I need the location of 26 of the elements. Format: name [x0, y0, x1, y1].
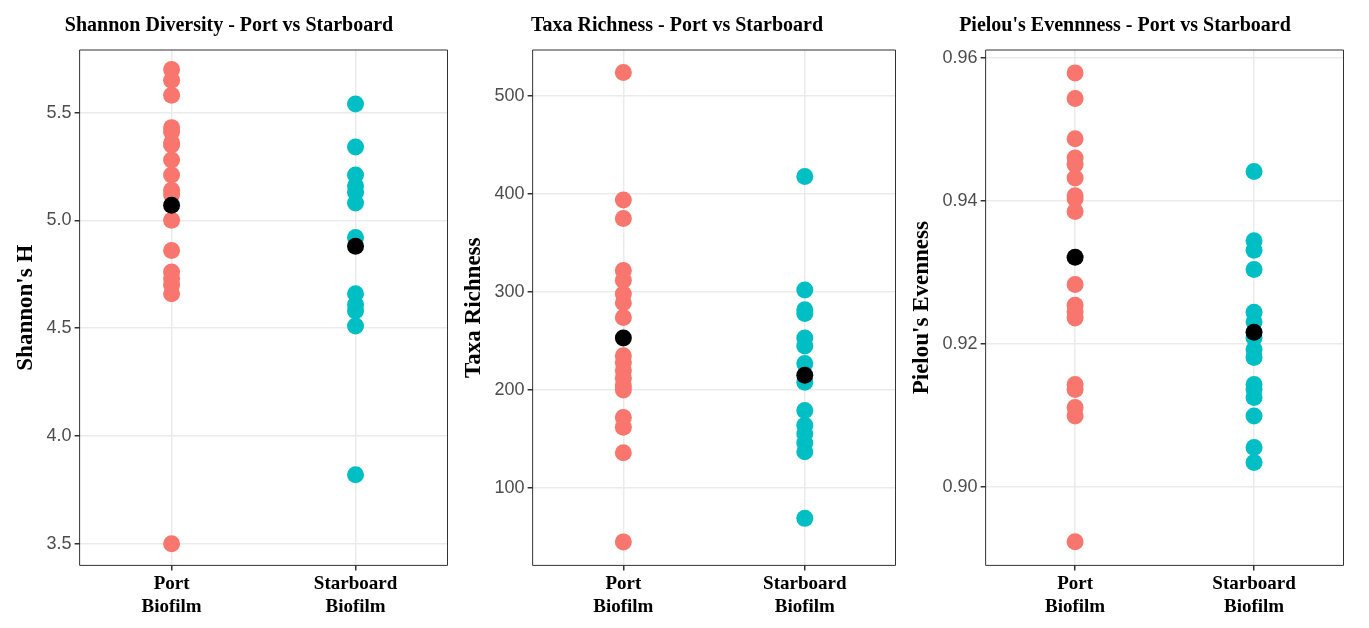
y-tick-label: 0.94 — [942, 189, 978, 210]
x-tick-label: Starboard Biofilm — [763, 571, 847, 616]
x-tick-label: Port Biofilm — [1045, 571, 1106, 616]
x-tick-label: Starboard Biofilm — [313, 571, 398, 616]
y-tick-label: 100 — [494, 476, 525, 497]
y-tick-label: 5.5 — [46, 101, 72, 122]
y-tick-label: 300 — [494, 280, 525, 301]
y-tick-label: 4.5 — [46, 317, 72, 338]
y-tick-label: 0.90 — [942, 475, 978, 496]
y-tick-label: 5.0 — [46, 209, 72, 230]
y-tick-label: 400 — [494, 183, 525, 204]
y-tick-label: 500 — [494, 85, 525, 106]
y-axis-title: Taxa Richness — [459, 237, 485, 378]
x-tick-label: Port Biofilm — [593, 571, 654, 616]
y-axis-title: Pielou's Evenness — [907, 221, 933, 395]
chart-title: Shannon Diversity - Port vs Starboard — [64, 13, 394, 37]
x-tick-label: Starboard Biofilm — [1212, 571, 1297, 616]
chart-title: Taxa Richness - Port vs Starboard — [530, 13, 824, 36]
x-tick-label: Port Biofilm — [141, 571, 202, 616]
chart-title: Pielou's Evennness - Port vs Starboard — [959, 13, 1291, 36]
y-tick-label: 3.5 — [46, 532, 72, 553]
y-axis-title: Shannon's H — [11, 244, 37, 371]
y-tick-label: 0.96 — [942, 46, 978, 67]
y-tick-label: 0.92 — [942, 332, 978, 353]
y-tick-label: 200 — [494, 378, 525, 399]
y-tick-label: 4.0 — [46, 424, 72, 445]
